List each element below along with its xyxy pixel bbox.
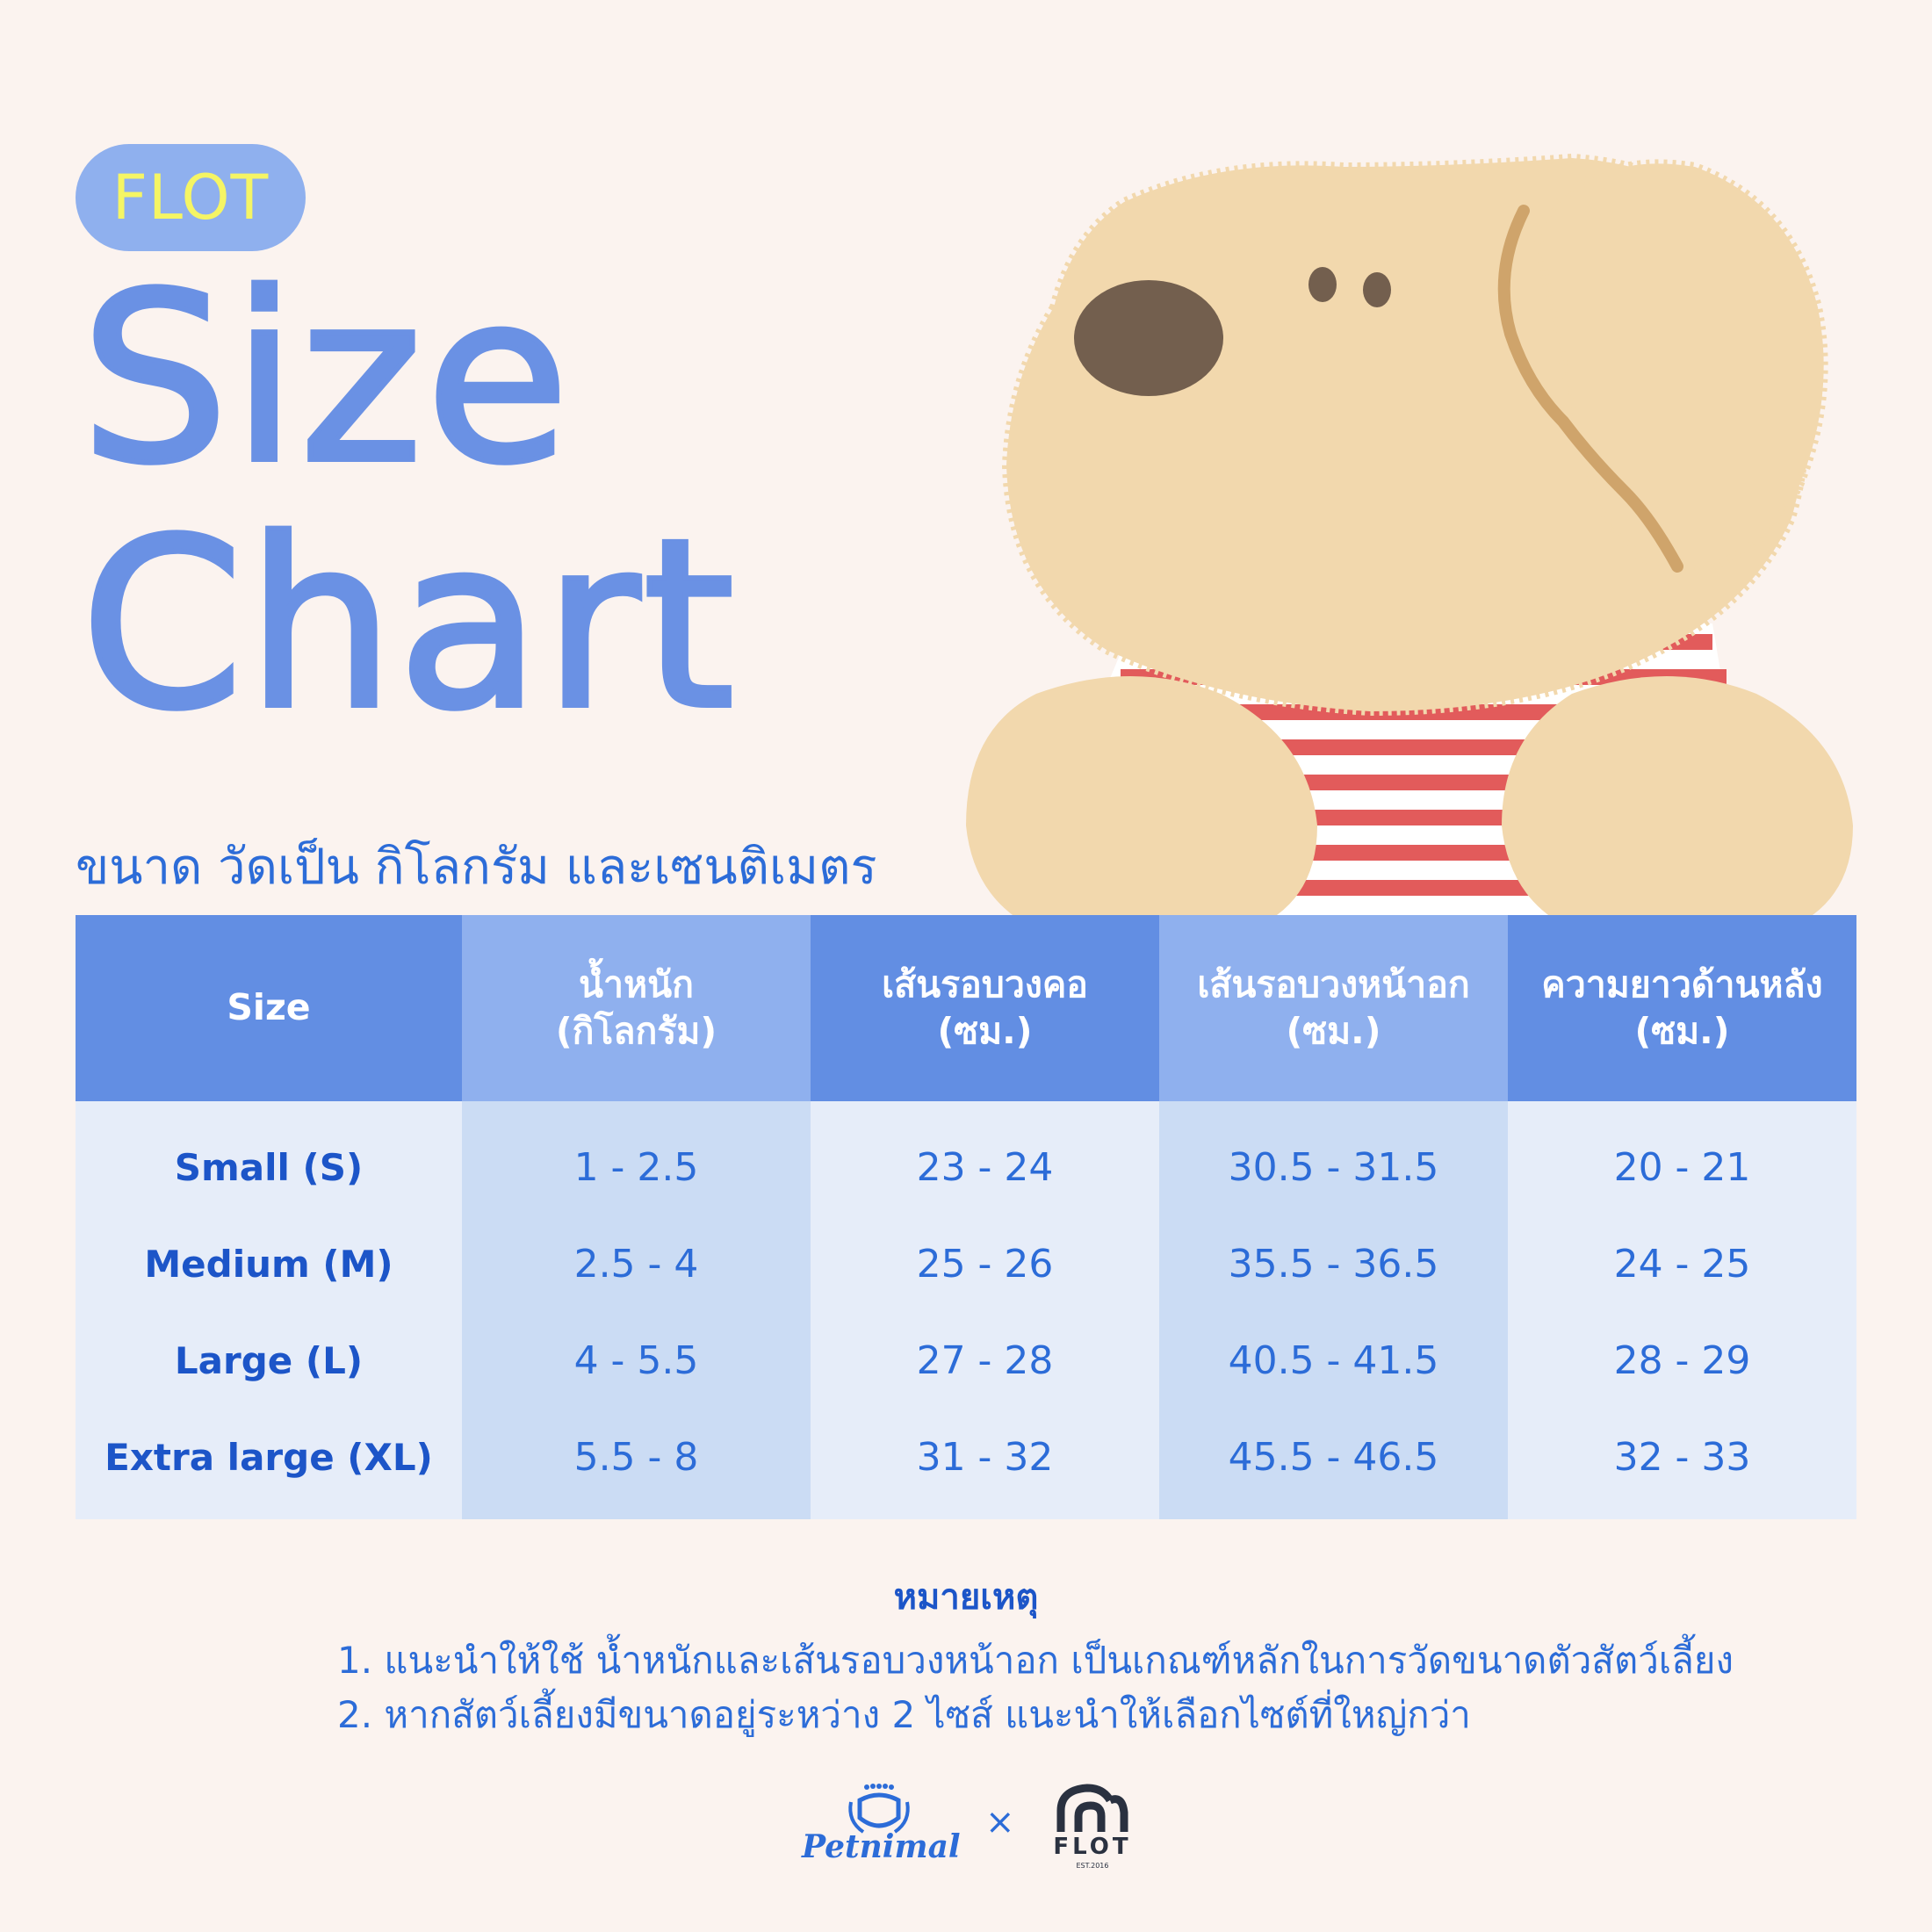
header-chest-line1: เส้นรอบวงหน้าอก — [1197, 962, 1470, 1006]
header-neck-line1: เส้นรอบวงคอ — [882, 962, 1088, 1006]
petnimal-logo-icon — [848, 1784, 910, 1834]
cell-back: 28 - 29 — [1613, 1337, 1751, 1383]
note-item-1: 1. แนะนำให้ใช้ น้ำหนักและเส้นรอบวงหน้าอก… — [337, 1639, 1734, 1682]
cell-chest: 30.5 - 31.5 — [1228, 1144, 1439, 1190]
flot-logo-text: FLOT — [1053, 1834, 1132, 1860]
header-back-line1: ความยาวด้านหลัง — [1541, 962, 1823, 1006]
size-chart-table: Size น้ำหนัก (กิโลกรัม) เส้นรอบวงคอ (ซม.… — [76, 915, 1856, 1519]
cell-neck: 27 - 28 — [916, 1337, 1054, 1383]
flot-logo: FLOT EST.2016 — [1049, 1781, 1136, 1871]
cell-back: 24 - 25 — [1613, 1241, 1751, 1287]
petnimal-logo: Petnimal — [795, 1783, 962, 1871]
cell-back: 32 - 33 — [1613, 1434, 1751, 1480]
note-item-2: 2. หากสัตว์เลี้ยงมีขนาดอยู่ระหว่าง 2 ไซส… — [337, 1693, 1471, 1736]
header-chest: เส้นรอบวงหน้าอก (ซม.) — [1159, 915, 1508, 1101]
dog-eye-right — [1363, 272, 1391, 307]
cell-weight: 5.5 - 8 — [573, 1434, 699, 1480]
header-back: ความยาวด้านหลัง (ซม.) — [1508, 915, 1856, 1101]
dog-paw-left — [966, 676, 1317, 947]
collab-separator: × — [985, 1802, 1015, 1842]
cell-chest: 35.5 - 36.5 — [1228, 1241, 1439, 1287]
petnimal-logo-text: Petnimal — [802, 1828, 961, 1865]
cell-back: 20 - 21 — [1613, 1144, 1751, 1190]
cell-size: Small (S) — [174, 1145, 364, 1189]
dog-ear-line — [1497, 205, 1683, 573]
cell-neck: 23 - 24 — [916, 1144, 1054, 1190]
flot-logo-subtext: EST.2016 — [1076, 1862, 1109, 1870]
brand-pill-text: FLOT — [112, 162, 270, 234]
cell-size: Large (L) — [174, 1338, 364, 1382]
header-weight-line1: น้ำหนัก — [579, 962, 694, 1006]
header-neck-line2: (ซม.) — [937, 1010, 1033, 1052]
cell-chest: 40.5 - 41.5 — [1228, 1337, 1439, 1383]
cell-weight: 1 - 2.5 — [573, 1144, 699, 1190]
flot-logo-icon — [1056, 1784, 1128, 1832]
header-neck: เส้นรอบวงคอ (ซม.) — [811, 915, 1159, 1101]
header-back-line2: (ซม.) — [1634, 1010, 1730, 1052]
header-size-label: Size — [227, 986, 311, 1029]
dog-nose — [1074, 280, 1223, 396]
cell-neck: 31 - 32 — [916, 1434, 1054, 1480]
cell-weight: 2.5 - 4 — [573, 1241, 699, 1287]
subtitle: ขนาด วัดเป็น กิโลกรัม และเซนติเมตร — [76, 839, 877, 896]
header-chest-line2: (ซม.) — [1286, 1010, 1381, 1052]
brand-pill: FLOT — [76, 144, 306, 251]
dog-eye-left — [1308, 267, 1337, 302]
header-size: Size — [76, 915, 462, 1101]
notes-title: หมายเหตุ — [893, 1577, 1039, 1618]
cell-size: Medium (M) — [144, 1242, 393, 1286]
header-weight: น้ำหนัก (กิโลกรัม) — [462, 915, 811, 1101]
page-title-line-2: Chart — [78, 490, 739, 761]
cell-neck: 25 - 26 — [916, 1241, 1054, 1287]
dog-mascot-icon — [966, 153, 1853, 948]
dog-paw-right — [1502, 676, 1853, 947]
cell-size: Extra large (XL) — [105, 1435, 433, 1479]
cell-weight: 4 - 5.5 — [573, 1337, 699, 1383]
header-weight-line2: (กิโลกรัม) — [555, 1010, 717, 1052]
page-title-line-1: Size — [78, 244, 573, 515]
cell-chest: 45.5 - 46.5 — [1228, 1434, 1439, 1480]
